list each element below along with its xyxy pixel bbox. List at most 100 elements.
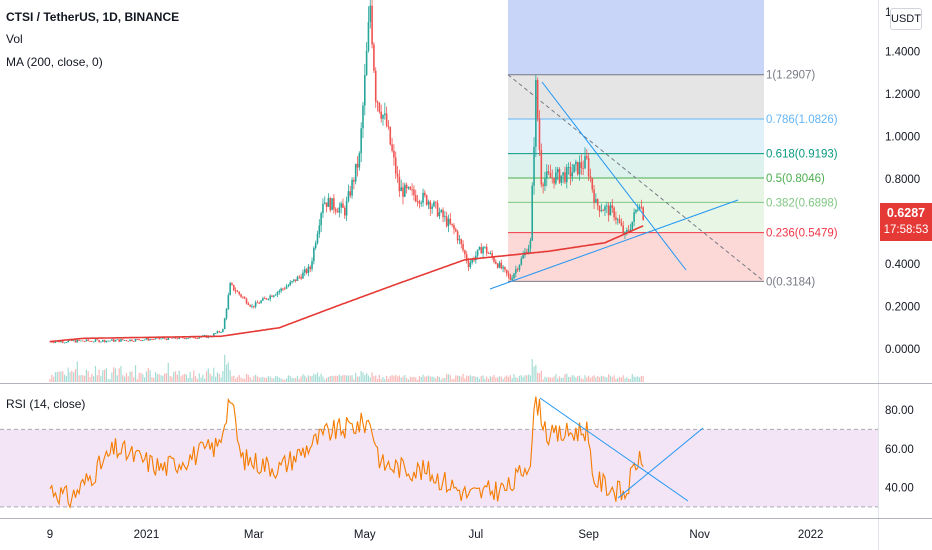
candle-body (402, 187, 404, 197)
volume-bar (584, 375, 586, 382)
candle (52, 342, 55, 344)
candle-body (560, 175, 563, 183)
candle-body (595, 199, 597, 203)
candle (484, 246, 486, 249)
candle-body (422, 192, 424, 203)
candle-body (451, 223, 453, 226)
candle-body (131, 339, 133, 342)
candle (242, 296, 244, 299)
candle (458, 235, 461, 245)
candle-body (100, 341, 102, 343)
candle-body (91, 341, 93, 342)
candle-body (496, 263, 499, 268)
volume-bar (447, 374, 450, 382)
volume-bar (502, 378, 504, 382)
currency-button[interactable]: USDT (890, 8, 922, 30)
candle-body (242, 296, 244, 298)
rsi-legend[interactable]: RSI (14, close) (6, 397, 86, 411)
candle-body (353, 179, 355, 182)
candle (289, 279, 291, 286)
volume-bar (637, 376, 639, 382)
volume-bar (127, 376, 129, 382)
candle-body (354, 163, 357, 182)
candle (214, 333, 217, 335)
candle-body (565, 167, 568, 183)
rsi-line (49, 396, 644, 510)
candle-body (369, 5, 372, 23)
candle-body (449, 218, 452, 224)
volume-bar (100, 375, 102, 382)
volume-bar (53, 376, 55, 382)
candle-body (485, 246, 488, 254)
candle-body (149, 339, 151, 341)
volume-bar (609, 375, 612, 382)
candle (296, 275, 299, 282)
candle (374, 67, 377, 108)
candle (591, 177, 594, 193)
candle-body (414, 195, 417, 202)
volume-bar (618, 376, 621, 382)
candle (482, 245, 484, 259)
fib-level-label: 0.786(1.0826) (766, 114, 838, 126)
candle-body (327, 198, 330, 207)
candle-body (136, 338, 139, 340)
candle (298, 275, 301, 279)
candle (460, 238, 463, 249)
volume-bar (551, 377, 553, 382)
candle (433, 200, 435, 208)
candle (322, 198, 324, 218)
candle-body (553, 177, 555, 184)
candle-body (283, 288, 286, 290)
volume-bar (527, 374, 530, 382)
ma-200-line (49, 225, 644, 343)
volume-bar (471, 376, 473, 382)
candle (613, 206, 615, 221)
ma-legend[interactable]: MA (200, close, 0) (6, 55, 103, 69)
candle (92, 341, 95, 343)
time-axis-tick: Mar (244, 529, 264, 541)
volume-bar (154, 371, 157, 382)
candle (105, 340, 108, 343)
candle (425, 194, 428, 206)
volume-bar (189, 372, 191, 382)
volume-bar (191, 377, 193, 382)
candle-body (320, 213, 322, 226)
candle-body (60, 341, 62, 343)
volume-bar (500, 376, 502, 382)
candle-body (478, 247, 481, 250)
candle (600, 203, 603, 213)
candle-body (276, 292, 279, 295)
candle-body (61, 341, 64, 343)
candle-body (116, 339, 119, 341)
volume-bar (278, 377, 280, 382)
volume-bar (336, 375, 339, 382)
volume-legend[interactable]: Vol (6, 32, 23, 46)
volume-bar (71, 370, 73, 382)
volume-bar (229, 370, 231, 382)
candle (334, 207, 337, 215)
candle (131, 339, 133, 342)
candle-body (54, 341, 57, 343)
volume-bar (566, 373, 568, 382)
volume-bar (453, 378, 455, 382)
volume-bar (604, 376, 606, 382)
rsi-axis-tick: 80.00 (885, 405, 914, 417)
candle (385, 106, 388, 128)
fib-zone-1 (508, 118, 764, 154)
symbol-title[interactable]: CTSI / TetherUS, 1D, BINANCE (6, 10, 180, 24)
candle-body (356, 163, 359, 168)
candle-body (111, 339, 113, 341)
candle (602, 208, 604, 212)
candle-body (505, 269, 508, 274)
candle-body (500, 262, 503, 269)
candle (464, 249, 466, 259)
candle-body (145, 338, 148, 340)
candle-body (96, 339, 99, 341)
candle (74, 339, 77, 343)
volume-bar (460, 376, 462, 382)
volume-bar (269, 376, 271, 382)
volume-bar (176, 374, 178, 382)
candle-body (476, 249, 479, 256)
candle (353, 177, 355, 190)
